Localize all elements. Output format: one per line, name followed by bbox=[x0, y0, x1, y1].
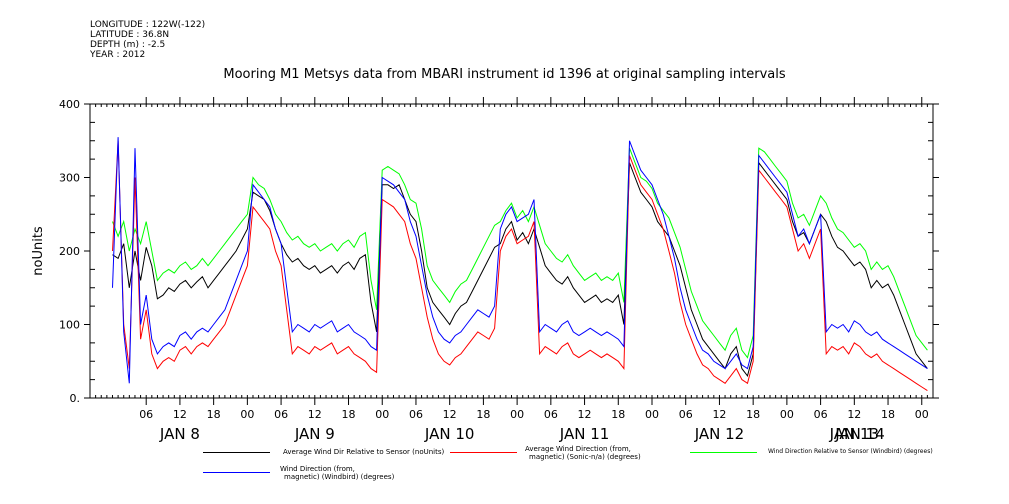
x-tick-label: 12 bbox=[173, 408, 187, 421]
series-line-1 bbox=[112, 140, 928, 392]
x-tick-label: 18 bbox=[611, 408, 625, 421]
x-tick-label: 12 bbox=[308, 408, 322, 421]
x-tick-label: 06 bbox=[679, 408, 693, 421]
x-tick-label: 12 bbox=[847, 408, 861, 421]
y-tick-label: 200 bbox=[59, 245, 80, 258]
x-tick-label: 06 bbox=[544, 408, 558, 421]
meta-latitude: LATITUDE : 36.8N bbox=[90, 30, 170, 40]
x-tick-label: 00 bbox=[510, 408, 524, 421]
x-tick-label: 12 bbox=[578, 408, 592, 421]
x-day-label: JAN 13 bbox=[829, 425, 880, 443]
x-day-label: JAN 10 bbox=[424, 425, 475, 443]
x-tick-label: 06 bbox=[274, 408, 288, 421]
x-day-label: JAN 11 bbox=[559, 425, 610, 443]
y-tick-label: 0. bbox=[70, 392, 81, 405]
legend-label-wind-dir-from-windbird-line1: Wind Direction (from, bbox=[280, 465, 355, 473]
series-line-0 bbox=[112, 161, 928, 378]
x-tick-label: 18 bbox=[476, 408, 490, 421]
x-tick-label: 18 bbox=[207, 408, 221, 421]
meta-year: YEAR : 2012 bbox=[90, 50, 146, 60]
x-tick-label: 18 bbox=[881, 408, 895, 421]
x-tick-label: 18 bbox=[342, 408, 356, 421]
legend-label-avg-wind-dir-from-line1: Average Wind Direction (from, bbox=[525, 445, 631, 453]
x-tick-label: 12 bbox=[443, 408, 457, 421]
legend-swatch-red bbox=[450, 452, 517, 453]
meta-depth: DEPTH (m) : -2.5 bbox=[90, 40, 166, 50]
x-tick-label: 00 bbox=[240, 408, 254, 421]
legend-swatch-green bbox=[690, 452, 757, 453]
x-day-label: JAN 9 bbox=[294, 425, 335, 443]
series-line-2 bbox=[112, 147, 928, 359]
x-tick-label: 06 bbox=[814, 408, 828, 421]
y-tick-label: 400 bbox=[59, 98, 80, 111]
series-line-3 bbox=[112, 137, 928, 384]
x-tick-label: 06 bbox=[139, 408, 153, 421]
legend-label-wind-dir-from-windbird-line2: magnetic) (Windbird) (degrees) bbox=[284, 473, 395, 481]
x-day-label: JAN 14 bbox=[834, 425, 885, 443]
meta-longitude: LONGITUDE : 122W(-122) bbox=[90, 20, 206, 30]
metadata-block: LONGITUDE : 122W(-122) LATITUDE : 36.8N … bbox=[90, 20, 205, 60]
x-tick-label: 00 bbox=[915, 408, 929, 421]
x-tick-label: 00 bbox=[780, 408, 794, 421]
x-tick-label: 18 bbox=[746, 408, 760, 421]
x-day-label: JAN 12 bbox=[694, 425, 745, 443]
x-day-label: JAN 8 bbox=[159, 425, 200, 443]
x-tick-label: 12 bbox=[712, 408, 726, 421]
legend-label-wind-dir-relative-windbird: Wind Direction Relative to Sensor (Windb… bbox=[768, 448, 933, 455]
chart-title: Mooring M1 Metsys data from MBARI instru… bbox=[223, 67, 786, 82]
x-tick-label: 06 bbox=[409, 408, 423, 421]
legend-label-avg-wind-dir-from-line2: magnetic) (Sonic-n/a) (degrees) bbox=[529, 453, 641, 461]
y-axis-label: noUnits bbox=[31, 226, 46, 276]
legend-swatch-blue bbox=[203, 472, 270, 473]
x-tick-label: 00 bbox=[375, 408, 389, 421]
legend-swatch-black bbox=[203, 452, 270, 453]
y-tick-label: 100 bbox=[59, 319, 80, 332]
legend-label-avg-wind-dir-relative: Average Wind Dir Relative to Sensor (noU… bbox=[283, 448, 445, 456]
x-tick-label: 00 bbox=[645, 408, 659, 421]
y-tick-label: 300 bbox=[59, 172, 80, 185]
